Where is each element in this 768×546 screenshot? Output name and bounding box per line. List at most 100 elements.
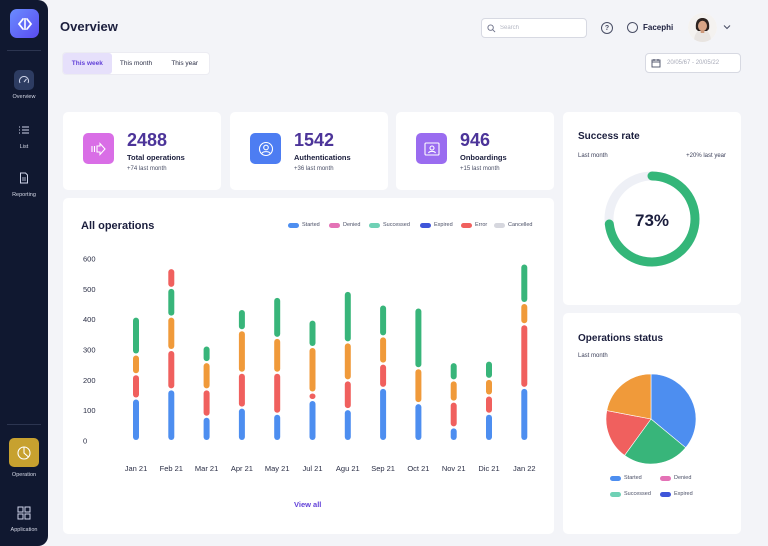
stat-label: Total operations bbox=[127, 153, 185, 162]
legend-label: Successed bbox=[383, 222, 410, 228]
sidebar-item-overview[interactable]: Overview bbox=[0, 70, 48, 100]
legend-item: Started bbox=[610, 475, 642, 481]
view-all-link[interactable]: View all bbox=[294, 500, 322, 509]
bar-segment bbox=[450, 402, 457, 427]
bar-segment bbox=[486, 396, 492, 413]
x-tick-label: Feb 21 bbox=[160, 464, 183, 473]
bar-segment bbox=[203, 417, 210, 440]
bar-segment bbox=[380, 337, 387, 363]
bar-segment bbox=[274, 338, 281, 372]
list-icon bbox=[14, 120, 34, 140]
bar-segment bbox=[415, 369, 422, 403]
id-card-icon bbox=[416, 133, 447, 164]
y-tick-label: 0 bbox=[83, 437, 87, 446]
y-tick-label: 200 bbox=[83, 376, 96, 385]
stat-card-onboardings: 946 Onboardings +15 last month bbox=[396, 112, 554, 190]
legend-swatch bbox=[461, 222, 472, 228]
brand-logo-icon bbox=[627, 22, 638, 33]
legend-item: Denied bbox=[660, 475, 691, 481]
sidebar-item-application[interactable]: Application bbox=[0, 503, 48, 533]
y-tick-label: 500 bbox=[83, 285, 96, 294]
legend-label: Denied bbox=[674, 475, 692, 481]
stat-change: +15 last month bbox=[460, 166, 500, 172]
card-title: Success rate bbox=[578, 131, 640, 142]
sidebar-item-label: Operation bbox=[11, 472, 37, 478]
x-tick-label: Sep 21 bbox=[371, 464, 395, 473]
help-icon[interactable]: ? bbox=[601, 22, 613, 34]
stat-card-total-operations: 2488 Total operations +74 last month bbox=[63, 112, 221, 190]
pie-slice bbox=[605, 410, 652, 456]
bar-segment bbox=[238, 408, 245, 440]
user-circle-icon bbox=[250, 133, 281, 164]
bar-segment bbox=[380, 364, 387, 387]
bar-segment bbox=[415, 308, 422, 368]
tab-this-month[interactable]: This month bbox=[119, 60, 153, 67]
legend-label: Cancelled bbox=[508, 222, 533, 228]
sidebar: Overview List Reporting Operation Applic… bbox=[0, 0, 48, 546]
legend-swatch bbox=[610, 491, 621, 497]
date-range-value: 20/05/67 - 20/05/22 bbox=[667, 60, 720, 66]
sidebar-item-reporting[interactable]: Reporting bbox=[0, 168, 48, 198]
card-title: All operations bbox=[81, 220, 155, 232]
bar-segment bbox=[521, 264, 528, 302]
bar-segment bbox=[238, 331, 245, 372]
legend-label: Denied bbox=[343, 222, 361, 228]
legend-swatch bbox=[329, 222, 340, 228]
grid-icon bbox=[14, 503, 34, 523]
chevron-down-icon[interactable] bbox=[723, 23, 731, 31]
bar-segment bbox=[168, 351, 175, 389]
search-icon bbox=[487, 23, 496, 32]
bar-segment bbox=[344, 291, 351, 342]
x-tick-label: May 21 bbox=[265, 464, 290, 473]
tab-this-week[interactable]: This week bbox=[63, 53, 112, 74]
all-operations-chart: 0 100 200 300 400 500 600 Jan 21 Feb 21 Mar 21 Apr… bbox=[83, 255, 536, 474]
avatar[interactable] bbox=[688, 13, 717, 42]
page-title: Overview bbox=[60, 19, 118, 34]
bar-segment bbox=[521, 325, 528, 387]
date-range-picker[interactable]: 20/05/67 - 20/05/22 bbox=[645, 53, 741, 73]
legend-item: Started bbox=[288, 222, 320, 228]
stat-change: +36 last month bbox=[294, 166, 334, 172]
bar-segment bbox=[309, 320, 316, 346]
operations-status-card: Operations status Last month Started Deni… bbox=[563, 313, 741, 534]
legend-item: Successed bbox=[610, 491, 651, 497]
bar-segment bbox=[309, 401, 316, 440]
bar-segment bbox=[238, 373, 245, 407]
bar-segment bbox=[344, 410, 351, 440]
bar-segment bbox=[238, 310, 245, 330]
stat-value: 2488 bbox=[127, 130, 168, 150]
sidebar-item-list[interactable]: List bbox=[0, 120, 48, 150]
tab-this-year[interactable]: This year bbox=[171, 60, 199, 67]
pie-slice bbox=[624, 418, 687, 465]
brand-name: Facephi bbox=[643, 23, 674, 32]
period-tabs: This week This month This year bbox=[63, 53, 209, 74]
legend-item: Denied bbox=[329, 222, 360, 228]
bar-segment bbox=[168, 390, 175, 440]
bar-segment bbox=[133, 355, 139, 374]
stat-card-authentications: 1542 Authentications +36 last month bbox=[230, 112, 388, 190]
sidebar-item-label: List bbox=[19, 144, 29, 150]
gauge-value: 73% bbox=[635, 211, 669, 230]
bar-segment bbox=[309, 347, 316, 392]
stat-label: Onboardings bbox=[460, 153, 507, 162]
bar-segment bbox=[521, 303, 528, 324]
pie-slice bbox=[650, 373, 697, 449]
x-tick-label: Mar 21 bbox=[195, 464, 218, 473]
bar-segment bbox=[133, 399, 139, 440]
sidebar-item-operation[interactable]: Operation bbox=[0, 438, 48, 478]
x-tick-label: Nov 21 bbox=[442, 464, 466, 473]
search-box[interactable] bbox=[481, 18, 587, 38]
bar-segment bbox=[380, 388, 387, 440]
bar-segment bbox=[133, 375, 139, 398]
x-tick-label: Jan 21 bbox=[125, 464, 148, 473]
all-operations-card: All operations Started Denied Successed Exp… bbox=[63, 198, 554, 534]
operations-status-pie bbox=[605, 373, 697, 465]
bar-segment bbox=[486, 379, 492, 395]
bar-segment bbox=[274, 373, 281, 413]
y-tick-label: 600 bbox=[83, 255, 96, 264]
sidebar-divider bbox=[7, 50, 41, 51]
arrow-right-icon bbox=[83, 133, 114, 164]
search-input[interactable] bbox=[500, 25, 580, 31]
app-logo[interactable] bbox=[10, 9, 39, 38]
x-tick-label: Dic 21 bbox=[478, 464, 499, 473]
